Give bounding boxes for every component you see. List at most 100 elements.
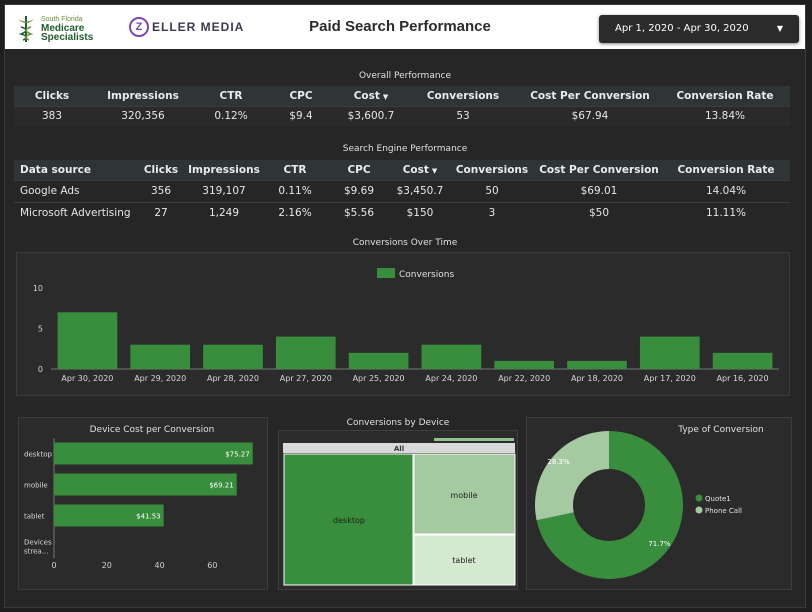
chevron-down-icon: ▼ — [776, 24, 783, 33]
column-header[interactable]: CTR — [264, 160, 326, 180]
treemap-cell — [413, 453, 516, 535]
zeller-wordmark: ELLER MEDIA — [152, 20, 245, 34]
zeller-letter: Z — [129, 17, 149, 37]
table-cell: 0.11% — [264, 179, 326, 202]
column-header[interactable]: Conversions — [406, 86, 520, 106]
bar — [421, 344, 482, 369]
bar — [54, 442, 253, 465]
page-title: Paid Search Performance — [309, 18, 491, 35]
table-row: Microsoft Advertising 27 1,249 2.16% $5.… — [14, 201, 790, 224]
category-label: desktop — [24, 451, 52, 459]
column-header[interactable]: Clicks — [138, 160, 184, 180]
table-cell: $3,600.7 — [336, 105, 406, 126]
column-header[interactable]: Impressions — [90, 86, 196, 106]
root-label: All — [394, 445, 404, 453]
table-cell: 356 — [138, 179, 184, 202]
column-header[interactable]: Conversion Rate — [662, 160, 790, 180]
x-tick-label: Apr 22, 2020 — [498, 374, 550, 383]
type-of-conversion-panel: Type of Conversion 71.7% 28.3% Quote1 Phone … — [526, 417, 792, 590]
category-label: strea... — [24, 548, 48, 556]
table-cell: $9.4 — [266, 105, 336, 126]
search-engine-performance-title: Search Engine Performance — [342, 144, 468, 154]
device-cost-chart: Device Cost per Conversion desktop $75.27 m… — [24, 425, 253, 570]
table-cell: $3,450.7 — [392, 179, 448, 202]
table-cell: 2.16% — [264, 201, 326, 224]
y-tick-label: 5 — [38, 325, 43, 334]
x-tick-label: Apr 28, 2020 — [207, 374, 259, 383]
column-header[interactable]: Conversions — [448, 160, 536, 180]
table-cell: 11.11% — [662, 201, 790, 224]
south-florida-medicare-logo: South Florida Medicare Specialists — [15, 11, 107, 45]
logo-line-specialists: Specialists — [41, 31, 94, 43]
table-cell: 13.84% — [660, 105, 790, 126]
overall-performance-table: Clicks Impressions CTR CPC Cost ▼ Convers… — [14, 86, 790, 126]
data-label: $41.53 — [136, 513, 161, 521]
x-tick-label: 40 — [155, 561, 165, 570]
conversions-over-time-panel: Conversions 0 5 10 Apr 30, 2020 Apr 29, 2020 A… — [16, 252, 790, 396]
column-header[interactable]: Clicks — [14, 86, 90, 106]
table-cell: 3 — [448, 201, 536, 224]
category-label: tablet — [24, 513, 45, 521]
table-row: Google Ads 356 319,107 0.11% $9.69 $3,45… — [14, 179, 790, 202]
conversions-by-device-panel: All desktop mobile tablet — [278, 430, 518, 590]
conversions-by-device-treemap: All desktop mobile tablet — [283, 438, 516, 586]
category-label: mobile — [24, 482, 48, 490]
column-header-sorted[interactable]: Cost ▼ — [392, 160, 448, 180]
data-label: $69.21 — [209, 482, 234, 490]
chart-title: Type of Conversion — [677, 425, 764, 435]
legend-label: Quote1 — [705, 495, 731, 503]
table-cell: $69.01 — [536, 179, 662, 202]
conversions-over-time-chart: Conversions 0 5 10 Apr 30, 2020 Apr 29, 2020 A… — [33, 268, 779, 383]
x-tick-label: Apr 17, 2020 — [644, 374, 696, 383]
table-cell: 0.12% — [196, 105, 266, 126]
table-cell: 50 — [448, 179, 536, 202]
pie-slice — [536, 431, 683, 579]
table-cell: 1,249 — [184, 201, 264, 224]
bar — [639, 336, 700, 369]
bar — [348, 352, 409, 369]
table-cell: Google Ads — [14, 179, 138, 202]
legend-swatch — [377, 268, 395, 278]
chart-title: Device Cost per Conversion — [90, 425, 215, 435]
data-label: $75.27 — [225, 451, 250, 459]
category-label: Devices — [24, 539, 52, 547]
x-tick-label: Apr 27, 2020 — [280, 374, 332, 383]
table-cell: 320,356 — [90, 105, 196, 126]
bar — [203, 344, 263, 369]
date-range-value: Apr 1, 2020 - Apr 30, 2020 — [615, 23, 749, 34]
column-header-sorted[interactable]: Cost ▼ — [336, 86, 406, 106]
logo-line-south-florida: South Florida — [41, 15, 83, 23]
legend-label: Conversions — [399, 270, 454, 280]
column-header[interactable]: CPC — [326, 160, 392, 180]
table-cell: 27 — [138, 201, 184, 224]
search-engine-performance-table: Data source Clicks Impressions CTR CPC C… — [14, 160, 790, 224]
x-tick-label: Apr 25, 2020 — [353, 374, 405, 383]
x-tick-label: Apr 24, 2020 — [425, 374, 477, 383]
legend-marker — [695, 494, 703, 502]
column-header[interactable]: Cost Per Conversion — [536, 160, 662, 180]
overall-performance-title: Overall Performance — [358, 71, 452, 81]
column-header[interactable]: Data source — [14, 160, 138, 180]
header-strip — [434, 438, 514, 441]
bar — [712, 352, 773, 369]
column-header[interactable]: Conversion Rate — [660, 86, 790, 106]
column-header[interactable]: Cost Per Conversion — [520, 86, 660, 106]
x-tick-label: 0 — [51, 561, 56, 570]
treemap-label: mobile — [450, 491, 477, 500]
x-tick-label: Apr 29, 2020 — [134, 374, 186, 383]
column-header[interactable]: CTR — [196, 86, 266, 106]
report-header: South Florida Medicare Specialists Z ELL… — [5, 5, 805, 49]
x-tick-label: 60 — [207, 561, 217, 570]
table-cell: $50 — [536, 201, 662, 224]
caduceus-icon — [18, 16, 34, 42]
column-header[interactable]: CPC — [266, 86, 336, 106]
slice-label: 28.3% — [547, 458, 570, 466]
treemap-cell — [413, 534, 516, 586]
root-header — [283, 443, 515, 453]
column-header[interactable]: Impressions — [184, 160, 264, 180]
bar — [57, 312, 118, 369]
table-cell: $150 — [392, 201, 448, 224]
table-cell: $67.94 — [520, 105, 660, 126]
x-tick-label: Apr 30, 2020 — [61, 374, 113, 383]
date-range-picker[interactable]: Apr 1, 2020 - Apr 30, 2020 ▼ — [599, 15, 799, 43]
